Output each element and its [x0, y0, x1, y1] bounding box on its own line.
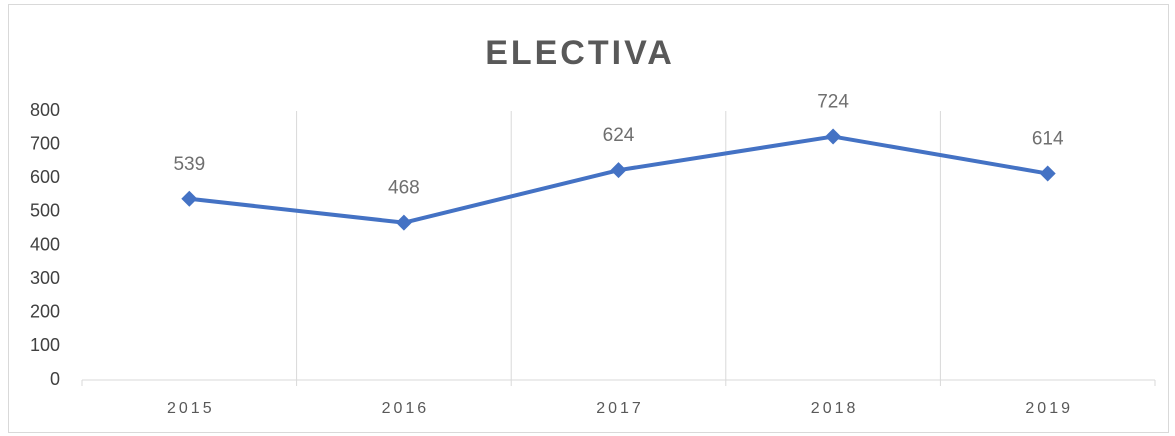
data-label: 614	[1032, 129, 1064, 150]
y-tick-label: 600	[30, 167, 60, 187]
y-tick-label: 700	[30, 133, 60, 153]
chart-border	[8, 4, 1169, 433]
data-label: 624	[603, 125, 635, 146]
y-tick-label: 400	[30, 234, 60, 254]
data-label: 724	[817, 92, 849, 113]
marker	[825, 128, 842, 145]
x-tick-label: 2015	[167, 400, 215, 417]
y-tick-label: 800	[30, 100, 60, 120]
x-tick-label: 2017	[596, 400, 644, 417]
y-tick-label: 300	[30, 268, 60, 288]
x-tick-label: 2016	[382, 400, 430, 417]
marker	[395, 214, 412, 231]
y-tick-label: 100	[30, 335, 60, 355]
data-label: 539	[173, 154, 205, 175]
marker	[610, 162, 627, 179]
y-tick-label: 500	[30, 201, 60, 221]
y-tick-label: 200	[30, 302, 60, 322]
x-tick-label: 2018	[811, 400, 859, 417]
chart-title: ELECTIVA	[485, 34, 675, 72]
data-label: 468	[388, 178, 420, 199]
marker	[181, 190, 198, 207]
y-tick-label: 0	[50, 369, 60, 389]
marker	[1039, 165, 1056, 182]
x-tick-label: 2019	[1025, 400, 1073, 417]
